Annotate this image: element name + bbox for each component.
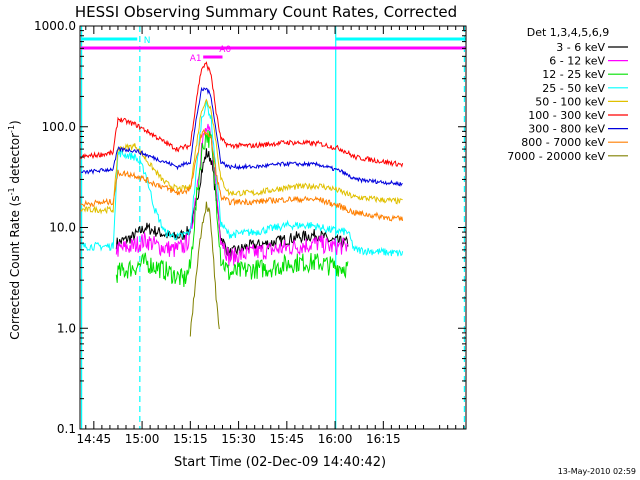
legend-label: 100 - 300 keV [528,109,605,122]
footer-date: 13-May-2010 02:59 [558,467,636,476]
legend-title: Det 1,3,4,5,6,9 [527,26,610,39]
y-label-part: detector [8,133,22,188]
y-label-part: ) [8,120,22,125]
annotation-label: A1 [190,54,202,64]
x-tick-label: 16:00 [318,432,353,446]
chart-title: HESSI Observing Summary Count Rates, Cor… [75,3,457,21]
series-line [189,201,220,337]
series-line [81,86,403,187]
series-line [115,129,349,288]
series-line [80,128,404,222]
legend-label: 7000 - 20000 keV [507,150,605,163]
plot-area: N A0 A1 [80,26,466,429]
y-label-part: Corrected Count Rate (s [8,195,22,339]
legend-label: 25 - 50 keV [542,82,605,95]
series-line [115,148,349,259]
x-tick-label: 15:30 [221,432,256,446]
y-tick-label: 1000.0 [34,19,76,33]
y-tick-label: 1.0 [57,321,76,335]
legend-label: 6 - 12 keV [549,55,605,68]
x-tick-label: 15:45 [270,432,305,446]
legend-label: 3 - 6 keV [556,41,605,54]
series-line [80,61,404,168]
y-tick-label: 0.1 [57,422,76,436]
series-line [80,98,403,215]
x-tick-label: 15:00 [125,432,160,446]
y-label-sup: -1 [7,187,16,195]
y-axis-label: Corrected Count Rate (s-1 detector-1) [7,120,22,339]
y-tick-label: 10.0 [49,221,76,235]
series-line [80,99,404,257]
annotation-label: A0 [219,45,231,55]
axes [79,25,467,430]
legend-label: 300 - 800 keV [528,123,605,136]
annotation-label: N [144,36,151,46]
series-line [115,123,349,267]
y-tick-labels: 0.1 1.0 10.0 100.0 1000.0 [34,19,76,436]
y-tick-label: 100.0 [42,120,76,134]
x-tick-labels: 14:45 15:00 15:15 15:30 15:45 16:00 16:15 [77,432,401,446]
legend-label: 50 - 100 keV [535,95,605,108]
x-tick-label: 15:15 [173,432,208,446]
x-axis-label: Start Time (02-Dec-09 14:40:42) [174,455,386,470]
x-tick-label: 14:45 [77,432,112,446]
legend-label: 800 - 7000 keV [521,136,605,149]
x-tick-label: 16:15 [366,432,401,446]
y-label-sup: -1 [7,125,16,133]
legend-label: 12 - 25 keV [542,68,605,81]
